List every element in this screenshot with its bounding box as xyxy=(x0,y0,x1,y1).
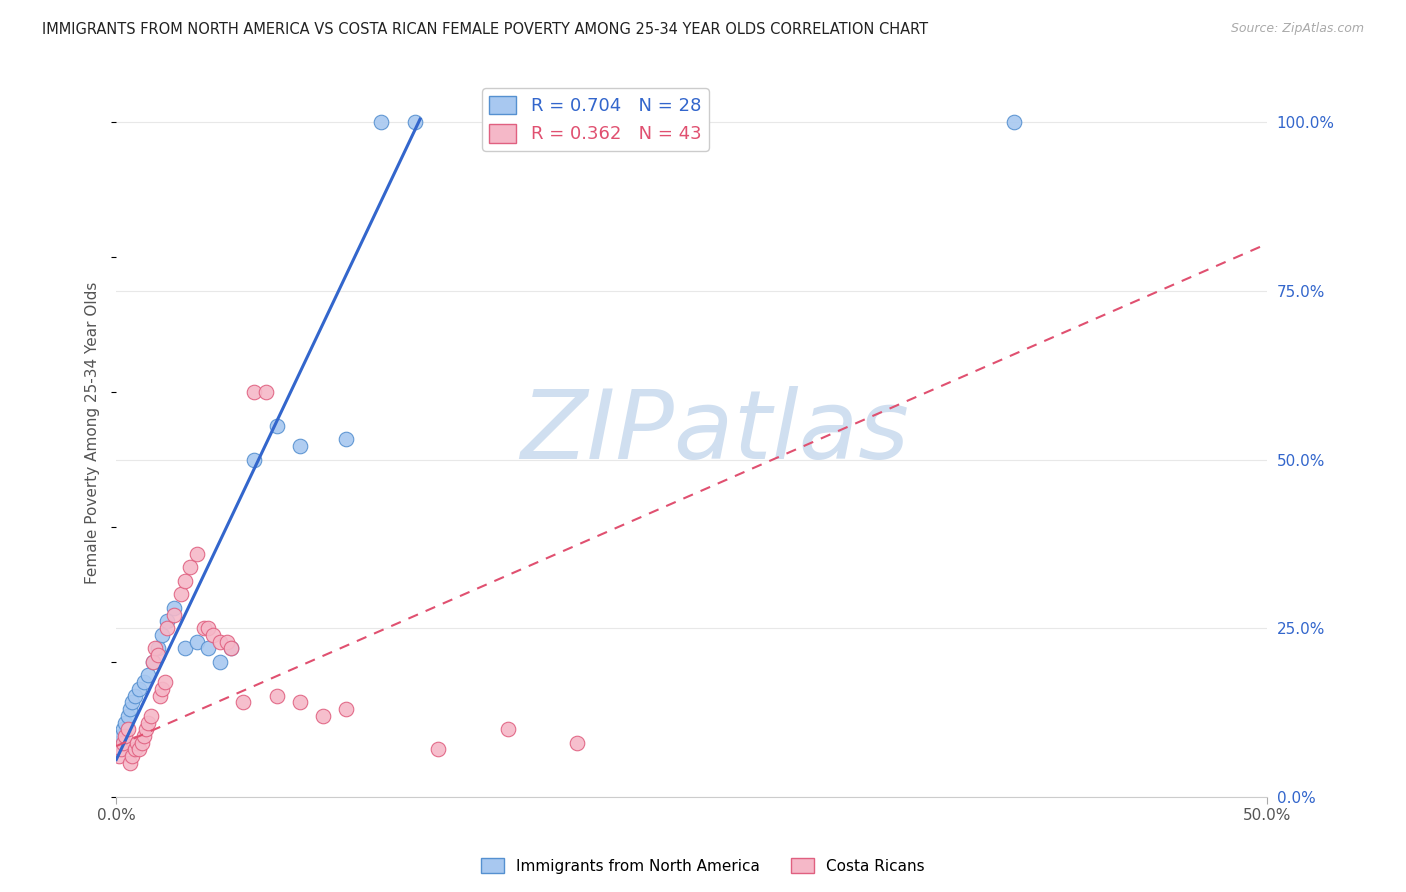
Point xyxy=(496,723,519,737)
Point xyxy=(163,600,186,615)
Point xyxy=(221,641,243,656)
Point xyxy=(565,736,588,750)
Point xyxy=(156,621,179,635)
Point xyxy=(290,695,312,709)
Point xyxy=(120,702,142,716)
Point xyxy=(128,742,150,756)
Point xyxy=(221,641,243,656)
Point xyxy=(243,385,266,400)
Point xyxy=(121,695,143,709)
Point xyxy=(186,547,208,561)
Point xyxy=(335,433,357,447)
Point xyxy=(114,729,136,743)
Point xyxy=(150,681,173,696)
Point xyxy=(197,641,219,656)
Point xyxy=(232,695,254,709)
Point xyxy=(145,641,167,656)
Point xyxy=(114,715,136,730)
Point xyxy=(146,641,169,656)
Point xyxy=(197,621,219,635)
Point xyxy=(124,742,146,756)
Point xyxy=(138,715,160,730)
Point xyxy=(186,634,208,648)
Point xyxy=(215,634,238,648)
Text: ZIPatlas: ZIPatlas xyxy=(520,386,910,479)
Point xyxy=(174,574,197,588)
Point xyxy=(124,689,146,703)
Point xyxy=(208,634,231,648)
Point xyxy=(107,749,129,764)
Point xyxy=(146,648,169,662)
Point xyxy=(112,736,135,750)
Legend: Immigrants from North America, Costa Ricans: Immigrants from North America, Costa Ric… xyxy=(475,852,931,880)
Point xyxy=(370,115,392,129)
Point xyxy=(266,418,288,433)
Point xyxy=(131,736,153,750)
Point xyxy=(128,681,150,696)
Point xyxy=(120,756,142,770)
Point xyxy=(243,452,266,467)
Point xyxy=(179,560,201,574)
Point xyxy=(132,729,155,743)
Point xyxy=(170,587,193,601)
Point xyxy=(335,702,357,716)
Point xyxy=(107,736,129,750)
Point xyxy=(156,615,179,629)
Point xyxy=(138,668,160,682)
Point xyxy=(142,655,165,669)
Point xyxy=(404,115,426,129)
Point xyxy=(149,689,172,703)
Point xyxy=(427,742,450,756)
Point xyxy=(254,385,277,400)
Point xyxy=(121,749,143,764)
Point xyxy=(290,439,312,453)
Point xyxy=(112,723,135,737)
Point xyxy=(142,655,165,669)
Point xyxy=(153,675,176,690)
Legend: R = 0.704   N = 28, R = 0.362   N = 43: R = 0.704 N = 28, R = 0.362 N = 43 xyxy=(482,88,709,151)
Point xyxy=(150,628,173,642)
Point xyxy=(132,675,155,690)
Point xyxy=(174,641,197,656)
Point xyxy=(139,708,162,723)
Point xyxy=(110,742,132,756)
Point xyxy=(193,621,215,635)
Point xyxy=(163,607,186,622)
Point xyxy=(312,708,335,723)
Point xyxy=(1002,115,1025,129)
Y-axis label: Female Poverty Among 25-34 Year Olds: Female Poverty Among 25-34 Year Olds xyxy=(86,281,100,583)
Point xyxy=(125,736,148,750)
Point xyxy=(266,689,288,703)
Point xyxy=(201,628,224,642)
Point xyxy=(208,655,231,669)
Point xyxy=(135,723,157,737)
Point xyxy=(110,729,132,743)
Point xyxy=(117,723,139,737)
Text: Source: ZipAtlas.com: Source: ZipAtlas.com xyxy=(1230,22,1364,36)
Point xyxy=(117,708,139,723)
Text: IMMIGRANTS FROM NORTH AMERICA VS COSTA RICAN FEMALE POVERTY AMONG 25-34 YEAR OLD: IMMIGRANTS FROM NORTH AMERICA VS COSTA R… xyxy=(42,22,928,37)
